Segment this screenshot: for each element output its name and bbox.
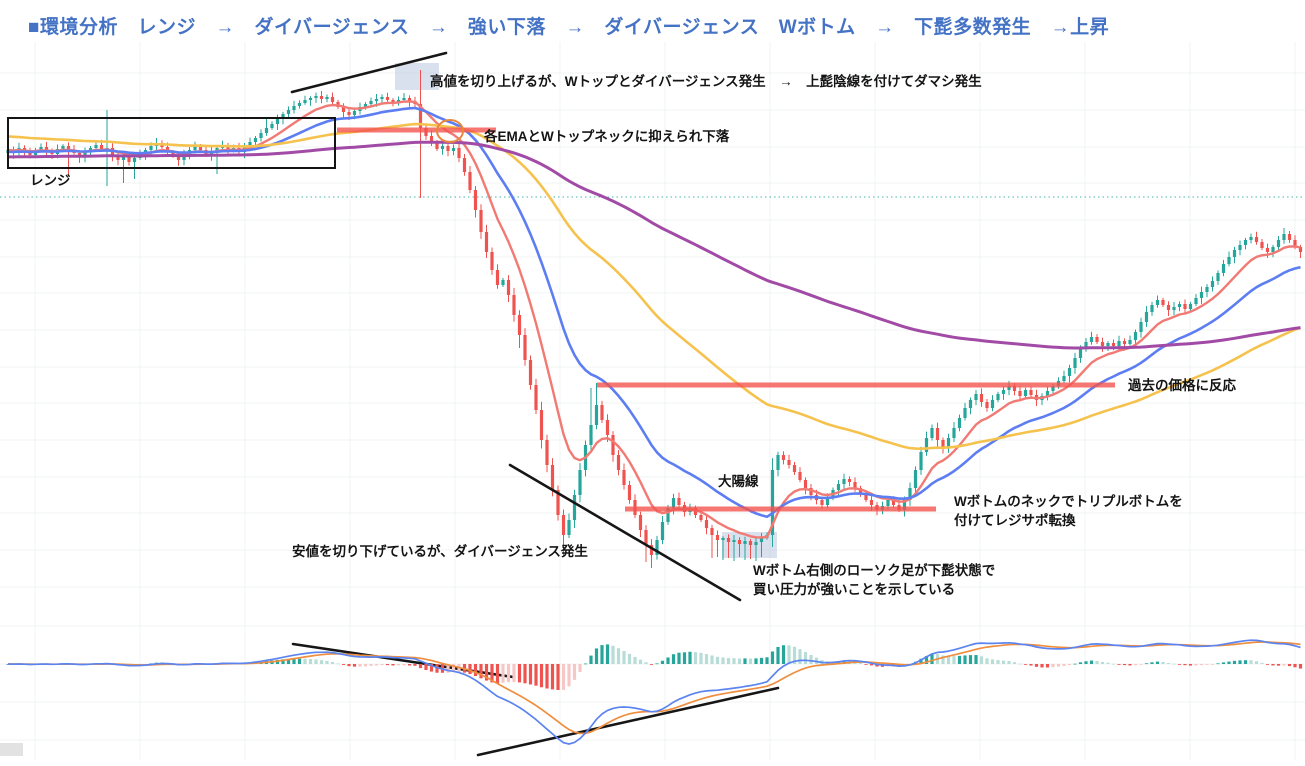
analysis-title: ■環境分析 レンジ → ダイバージェンス → 強い下落 → ダイバージェンス W…: [28, 17, 1110, 38]
macd-histogram: [6, 644, 1303, 690]
ema-slow-line: [7, 122, 1301, 451]
ema-fast-line: [7, 100, 1301, 539]
ema-mid-line: [7, 106, 1301, 519]
logo-placeholder: [0, 743, 23, 756]
annotation-low-divergence: 安値を切り下げているが、ダイバージェンス発生: [292, 544, 588, 559]
ema-lines: [7, 100, 1301, 539]
support-resistance-lines: [337, 127, 1115, 512]
macd-signal-line: [8, 641, 1301, 735]
macd-lines: [7, 639, 1301, 745]
range-box: [7, 117, 336, 169]
annotation-range-label: レンジ: [30, 173, 71, 188]
gridlines: [0, 42, 1305, 760]
macd-line: [7, 639, 1301, 745]
retest-circle: [436, 119, 464, 143]
annotation-ema-resistance: 各EMAとWトップネックに抑えられ下落: [484, 129, 730, 144]
annotation-past-price: 過去の価格に反応: [1128, 378, 1236, 393]
annotation-triple-bottom: Wボトムのネックでトリプルボトムを 付けてレジサポ転換: [954, 494, 1183, 528]
annotation-w-top-divergence: 高値を切り上げるが、Wトップとダイバージェンス発生 → 上髭陰線を付けてダマシ発…: [430, 74, 982, 89]
annotation-big-bull-candle: 大陽線: [718, 474, 759, 489]
annotation-lower-wick-pressure: Wボトム右側のローソク足が下髭状態で 買い圧力が強いことを示している: [753, 563, 996, 597]
ema-very-slow-line: [8, 140, 1301, 350]
